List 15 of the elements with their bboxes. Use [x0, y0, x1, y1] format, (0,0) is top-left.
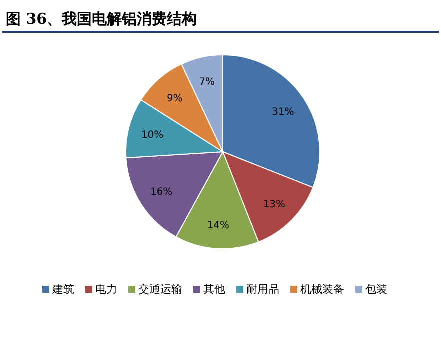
legend-label: 建筑: [52, 283, 74, 296]
chart-title: 图 36、我国电解铝消费结构: [6, 10, 198, 28]
data-label: 13%: [263, 199, 286, 210]
legend-label: 交通运输: [138, 283, 182, 296]
data-label: 31%: [272, 107, 294, 118]
data-label: 14%: [207, 220, 230, 232]
legend-label: 机械装备: [300, 283, 344, 296]
data-label: 7%: [199, 77, 216, 88]
legend-label: 耐用品: [246, 284, 280, 296]
data-label: 9%: [166, 93, 183, 104]
legend-label: 其他: [204, 283, 226, 296]
legend-label: 电力: [96, 283, 118, 296]
data-label: 10%: [141, 130, 164, 141]
legend-label: 包装: [366, 283, 388, 296]
data-label: 16%: [150, 186, 173, 198]
